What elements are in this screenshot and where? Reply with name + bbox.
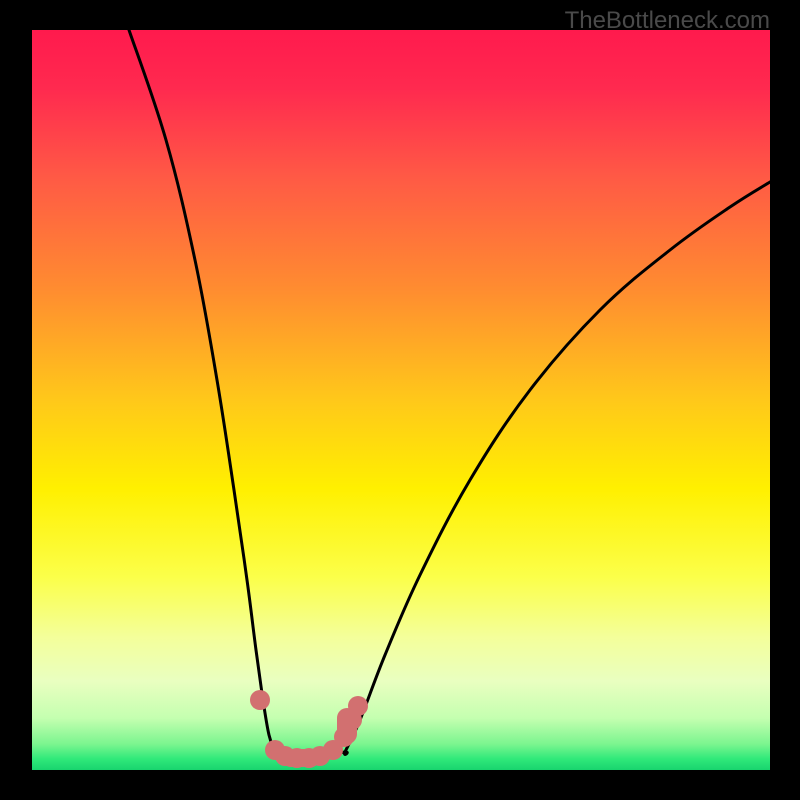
data-marker — [334, 727, 354, 747]
bottleneck-curve — [0, 0, 800, 800]
data-marker — [250, 690, 270, 710]
v-curve-path — [129, 30, 770, 756]
watermark-text: TheBottleneck.com — [565, 7, 770, 35]
data-marker — [348, 696, 368, 716]
chart-canvas: TheBottleneck.com — [0, 0, 800, 800]
